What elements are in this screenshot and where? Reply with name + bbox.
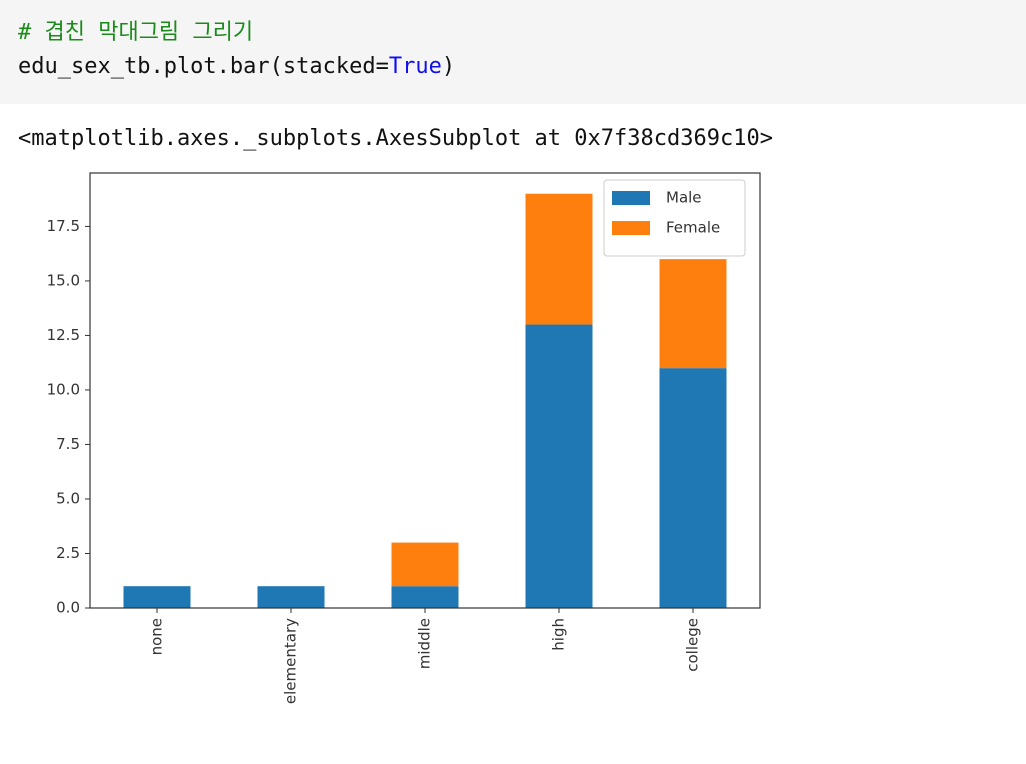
x-tick-label: none — [148, 618, 166, 655]
y-tick-label: 5.0 — [56, 489, 80, 507]
legend-label: Female — [666, 219, 720, 237]
bar — [391, 586, 459, 608]
legend-swatch — [612, 191, 650, 205]
code-keyword: True — [388, 54, 442, 79]
x-tick-label: high — [550, 618, 568, 651]
code-close: ) — [441, 54, 456, 79]
bar — [123, 586, 191, 608]
y-tick-label: 10.0 — [47, 380, 80, 398]
y-tick-label: 12.5 — [47, 326, 80, 344]
y-tick-label: 7.5 — [56, 435, 80, 453]
axes-frame — [89, 172, 761, 609]
x-tick-label: middle — [416, 618, 434, 669]
code-call: edu_sex_tb.plot.bar(stacked= — [18, 54, 389, 79]
code-comment: # 겹친 막대그림 그리기 — [18, 20, 254, 45]
x-tick-label: college — [684, 618, 702, 672]
y-tick-label: 0.0 — [56, 599, 80, 617]
bar — [391, 542, 459, 587]
bar — [257, 586, 325, 608]
legend-swatch — [612, 221, 650, 235]
bar — [525, 324, 593, 608]
x-tick-label: elementary — [282, 618, 300, 704]
bar — [659, 259, 727, 369]
y-tick-label: 15.0 — [47, 271, 80, 289]
code-line: edu_sex_tb.plot.bar(stacked=True) — [18, 54, 455, 79]
legend-label: Male — [666, 189, 702, 207]
y-tick-label: 2.5 — [56, 544, 80, 562]
y-tick-label: 17.5 — [47, 217, 80, 235]
code-cell: # 겹친 막대그림 그리기 edu_sex_tb.plot.bar(stacke… — [0, 0, 1026, 104]
output-text: <matplotlib.axes._subplots.AxesSubplot a… — [18, 126, 773, 151]
bar — [525, 193, 593, 325]
bar — [659, 368, 727, 608]
